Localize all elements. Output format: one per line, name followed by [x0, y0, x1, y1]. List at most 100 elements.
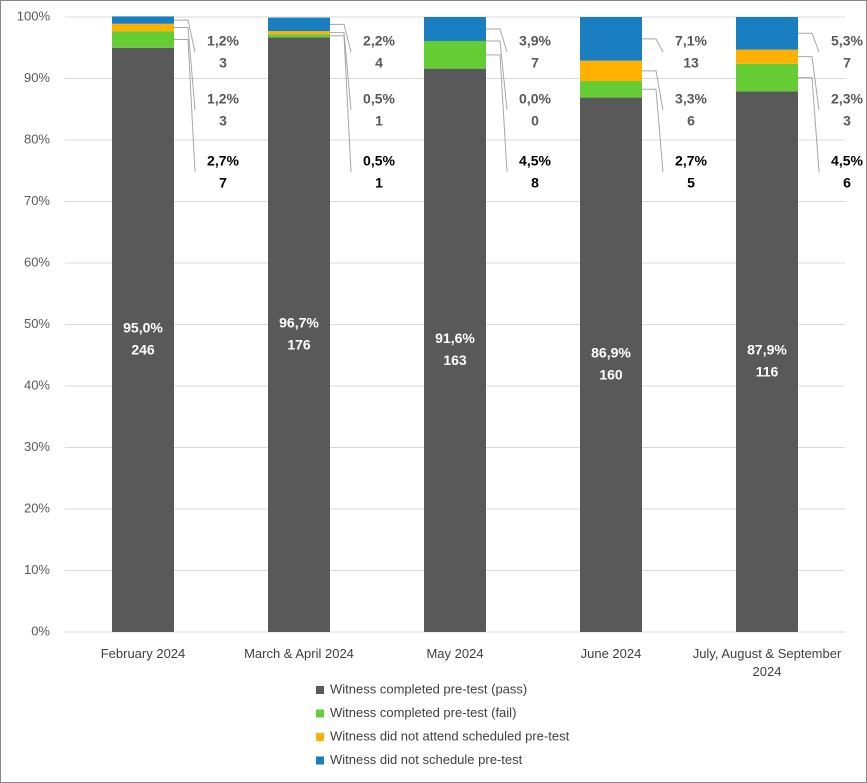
data-label: 2,7% — [207, 153, 239, 169]
x-tick-label-box: May 2024 — [426, 646, 484, 661]
y-tick-label: 30% — [24, 439, 50, 454]
leader-line — [486, 40, 508, 111]
data-label-count: 0 — [531, 113, 539, 129]
x-tick-label: February 2024 — [100, 646, 186, 661]
y-tick-label: 0% — [31, 623, 50, 638]
bar-segment — [580, 17, 642, 61]
bar-segment — [268, 31, 330, 35]
legend-label: Witness did not attend scheduled pre-tes… — [330, 728, 570, 743]
bar-segment — [736, 63, 798, 92]
x-tick-label: May 2024 — [426, 646, 484, 661]
data-label: 1,2% — [207, 91, 239, 107]
data-label-count: 246 — [131, 342, 155, 358]
bar-segment — [580, 97, 642, 632]
leader-line — [330, 32, 352, 111]
legend-marker — [316, 756, 324, 765]
data-label: 7,1% — [675, 33, 707, 49]
legend-marker — [316, 709, 324, 718]
bar-segment — [736, 17, 798, 50]
y-tick-label: 20% — [24, 500, 50, 515]
data-label-count: 163 — [443, 352, 467, 368]
y-tick-label: 80% — [24, 131, 50, 146]
leader-line — [174, 38, 196, 173]
data-label-count: 160 — [599, 366, 623, 382]
data-label: 96,7% — [279, 314, 319, 330]
bar-segment — [424, 40, 486, 69]
data-label: 3,9% — [519, 33, 551, 49]
x-tick-label: March & April 2024 — [244, 646, 354, 661]
bar-segment — [112, 31, 174, 48]
bar-segment — [112, 16, 174, 24]
data-label: 91,6% — [435, 330, 475, 346]
leader-line — [174, 26, 196, 111]
y-tick-label: 40% — [24, 377, 50, 392]
x-tick-label-box: July, August & September 2024 — [692, 646, 842, 679]
data-label-count: 7 — [219, 175, 227, 191]
leader-line — [174, 19, 196, 53]
data-label-count: 1 — [375, 175, 383, 191]
data-label: 0,0% — [519, 91, 551, 107]
data-label-count: 8 — [531, 175, 539, 191]
x-tick-label-box: June 2024 — [580, 646, 642, 661]
bar-segment — [424, 17, 486, 41]
bar-segment — [580, 60, 642, 81]
bar-segment — [736, 49, 798, 64]
legend-marker — [316, 686, 324, 694]
data-label: 4,5% — [519, 153, 551, 169]
data-label: 2,2% — [363, 33, 395, 49]
y-tick-label: 70% — [24, 193, 50, 208]
bar-segment — [268, 17, 330, 32]
bar-segment — [580, 80, 642, 98]
x-tick-label: June 2024 — [580, 646, 642, 661]
data-label: 87,9% — [747, 341, 787, 357]
y-tick-label: 100% — [17, 8, 51, 23]
leader-line — [798, 32, 820, 53]
data-label: 2,7% — [675, 153, 707, 169]
legend-marker — [316, 733, 324, 741]
leader-line — [798, 77, 820, 173]
bar-segment — [112, 23, 174, 32]
data-label-count: 13 — [683, 55, 699, 71]
data-label-count: 1 — [375, 113, 383, 129]
x-tick-label: July, August & September 2024 — [692, 646, 842, 679]
legend-label: Witness completed pre-test (pass) — [330, 681, 527, 696]
leader-line — [642, 38, 664, 53]
y-tick-label: 50% — [24, 316, 50, 331]
leader-line — [486, 54, 508, 173]
bar-segment — [736, 91, 798, 633]
legend-label: Witness did not schedule pre-test — [330, 752, 523, 767]
x-tick-label-box: February 2024 — [100, 646, 186, 661]
data-label-count: 4 — [375, 55, 383, 71]
leader-line — [642, 88, 664, 173]
leader-line — [330, 23, 352, 53]
data-label: 1,2% — [207, 33, 239, 49]
data-label-count: 7 — [531, 55, 539, 71]
y-tick-label: 60% — [24, 254, 50, 269]
data-label: 0,5% — [363, 91, 395, 107]
leader-line — [798, 56, 820, 111]
data-label: 0,5% — [363, 153, 395, 169]
data-label-count: 7 — [843, 55, 851, 71]
bar-segment — [424, 68, 486, 632]
data-label: 2,3% — [831, 91, 863, 107]
data-label-count: 3 — [843, 113, 851, 129]
data-label-count: 3 — [219, 113, 227, 129]
data-label-count: 176 — [287, 336, 311, 352]
data-label-count: 5 — [687, 175, 695, 191]
data-label: 5,3% — [831, 33, 863, 49]
bar-segment — [268, 37, 330, 633]
data-label-count: 6 — [843, 175, 851, 191]
y-tick-label: 10% — [24, 562, 50, 577]
y-tick-label: 90% — [24, 70, 50, 85]
leader-line — [486, 28, 508, 53]
data-label: 86,9% — [591, 344, 631, 360]
leader-line — [642, 70, 664, 111]
data-label-count: 6 — [687, 113, 695, 129]
x-tick-label-box: March & April 2024 — [244, 646, 354, 661]
bar-segment — [112, 47, 174, 632]
data-label-count: 3 — [219, 55, 227, 71]
data-label: 95,0% — [123, 320, 163, 336]
data-label: 4,5% — [831, 153, 863, 169]
data-label-count: 116 — [756, 363, 779, 379]
